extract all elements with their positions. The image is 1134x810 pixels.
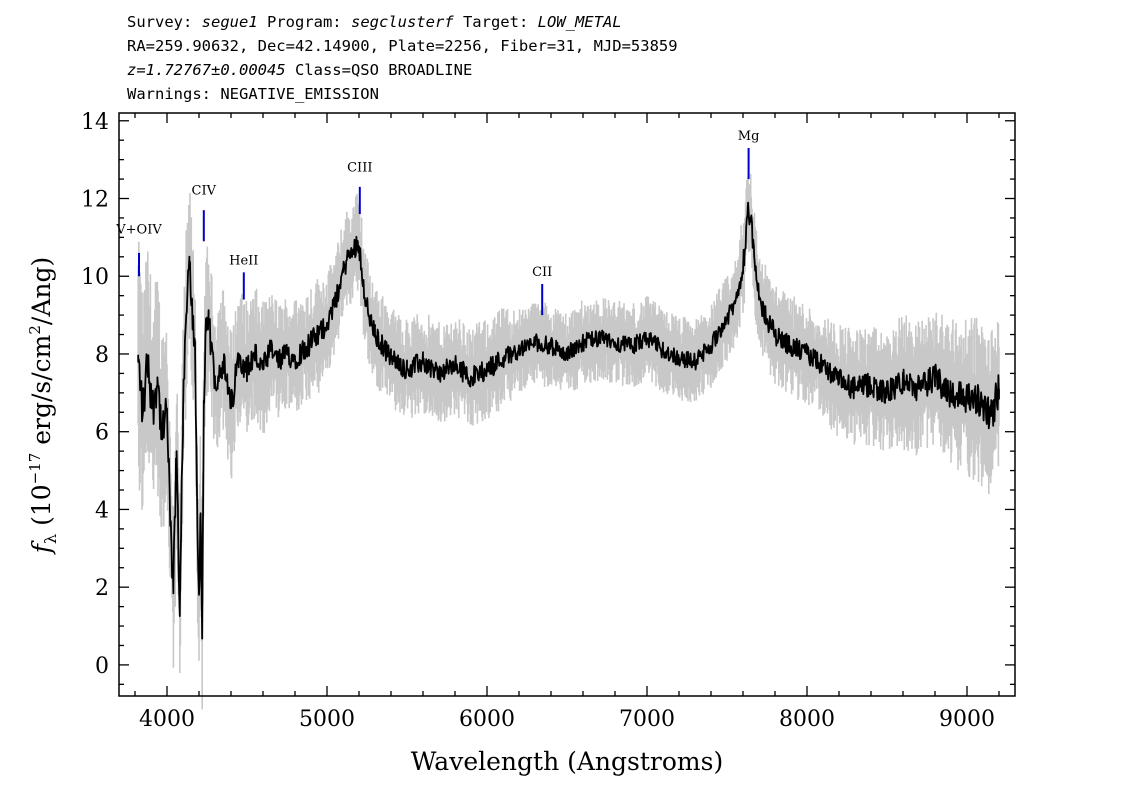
y-label-f: f (27, 540, 56, 555)
y-label-exp: −17 (26, 453, 44, 485)
x-tick-label: 8000 (779, 707, 835, 732)
x-tick-label: 6000 (459, 707, 515, 732)
class-value: Class=QSO BROADLINE (285, 61, 473, 79)
plot-area: V+OIV CIV HeII CIII CII Mg (115, 129, 1000, 710)
emission-line-label: Mg (738, 129, 760, 144)
y-label-pre: (10 (27, 484, 56, 534)
y-label-sub: λ (41, 534, 60, 544)
x-axis-label: Wavelength (Angstroms) (411, 747, 723, 776)
y-tick-label: 8 (95, 343, 109, 368)
x-tick-label: 4000 (139, 707, 195, 732)
x-tick-label: 7000 (619, 707, 675, 732)
redshift-value: z=1.72767±0.00045 (127, 61, 286, 79)
header-line-coords: RA=259.90632, Dec=42.14900, Plate=2256, … (127, 37, 678, 55)
y-tick-label: 4 (95, 498, 109, 523)
emission-line-label: CII (532, 265, 552, 280)
target-label: Target: (453, 13, 538, 31)
program-value: segclusterf (350, 13, 454, 31)
y-label-post: /Ang) (27, 257, 56, 325)
y-tick-label: 2 (95, 576, 109, 601)
header-line-redshift: z=1.72767±0.00045 Class=QSO BROADLINE (127, 58, 678, 82)
flux-line (137, 201, 1000, 640)
y-tick-label: 10 (81, 265, 109, 290)
x-tick-label: 5000 (299, 707, 355, 732)
axis-ticks: 4000 5000 6000 7000 8000 9000 0 2 4 6 8 10 12 14 (81, 110, 1015, 732)
y-tick-label: 14 (81, 110, 109, 135)
y-label-exp2: 2 (26, 325, 44, 335)
y-axis-label: fλ (10−17 erg/s/cm2/Ang) (26, 257, 60, 556)
flux-error-envelope (137, 174, 1000, 710)
emission-line-label: HeII (229, 254, 258, 269)
emission-line-label: V+OIV (115, 222, 162, 237)
survey-label: Survey: (127, 13, 202, 31)
emission-line-label: CIII (347, 160, 372, 175)
plot-frame (118, 112, 1016, 697)
target-value: LOW_METAL (537, 13, 622, 31)
spectrum-header: Survey: segue1 Program: segclusterf Targ… (127, 10, 678, 106)
y-tick-label: 6 (95, 421, 109, 446)
y-label-mid: erg/s/cm (27, 334, 56, 452)
y-tick-label: 12 (81, 188, 109, 213)
survey-value: segue1 (201, 13, 258, 31)
x-tick-label: 9000 (939, 707, 995, 732)
header-line-survey: Survey: segue1 Program: segclusterf Targ… (127, 10, 678, 34)
emission-line-label: CIV (192, 184, 217, 199)
y-tick-label: 0 (95, 654, 109, 679)
program-label: Program: (257, 13, 351, 31)
header-line-warnings: Warnings: NEGATIVE_EMISSION (127, 85, 379, 103)
